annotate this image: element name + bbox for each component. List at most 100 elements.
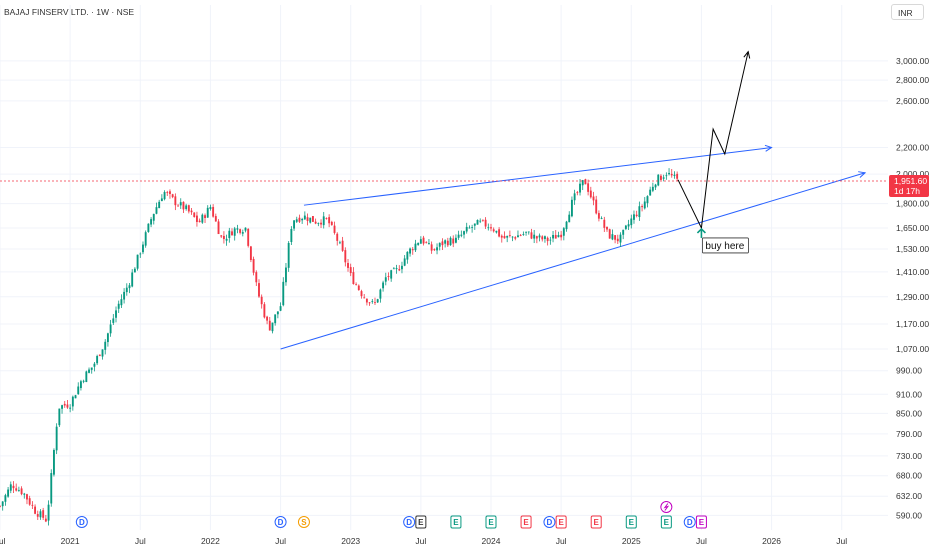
candle-body [152, 213, 155, 221]
candle-body [422, 237, 425, 244]
y-tick-label: 680.00 [896, 471, 922, 481]
candle-body [320, 222, 322, 225]
x-tick-label: Jul [696, 536, 707, 546]
candle-body [589, 190, 592, 198]
earnings-marker-icon [625, 515, 637, 529]
event-marker-label: D [278, 518, 284, 527]
candle-body [428, 243, 430, 245]
candle-body [387, 276, 390, 277]
candle-body [449, 237, 452, 246]
event-marker-label: E [523, 518, 529, 527]
candle-body [495, 230, 498, 233]
candle-body [419, 239, 422, 244]
event-marker-label: E [699, 518, 705, 527]
candle-body [66, 404, 69, 408]
candle-body [55, 426, 58, 451]
candle-body [630, 218, 633, 226]
candle-body [147, 223, 150, 232]
candle-body [336, 233, 339, 241]
candle-body [263, 304, 266, 318]
price-tag-price: 1,951.60 [894, 176, 927, 186]
x-tick-label: 2021 [61, 536, 80, 546]
candle-body [31, 504, 34, 506]
x-tick-label: 2022 [201, 536, 220, 546]
lightning-bolt-icon [663, 503, 670, 511]
dividend-marker-icon [543, 516, 556, 528]
candle-body [268, 320, 271, 331]
chart-title: BAJAJ FINSERV LTD. · 1W · NSE [4, 7, 134, 17]
candle-body [117, 303, 120, 309]
earnings-marker-icon [485, 515, 497, 529]
y-tick-label: 2,600.00 [896, 96, 929, 106]
y-tick-label: 2,800.00 [896, 75, 929, 85]
candle-body [77, 386, 80, 395]
candle-body [322, 216, 325, 226]
candle-body [546, 237, 549, 242]
candle-body [341, 240, 344, 251]
dividend-marker-icon [403, 516, 416, 528]
candle-body [409, 248, 412, 254]
candle-body [106, 333, 109, 343]
candle-body [395, 268, 398, 270]
candle-body [560, 234, 563, 238]
candle-body [214, 216, 217, 222]
candle-body [171, 194, 174, 198]
candle-body [368, 302, 371, 304]
candle-body [4, 495, 7, 502]
candle-body [174, 196, 177, 206]
y-tick-label: 910.00 [896, 389, 922, 399]
earnings-marker-icon [415, 515, 427, 529]
dividend-marker-icon [683, 516, 696, 528]
grid-lines [0, 5, 888, 530]
last-price-tag: 1,951.60 1d 17h [889, 175, 929, 198]
candle-body [508, 235, 511, 236]
candle-body [587, 183, 590, 192]
candle-body [271, 322, 274, 332]
candle-body [638, 206, 641, 218]
x-tick-label: 2024 [482, 536, 501, 546]
event-marker-label: D [79, 518, 85, 527]
event-marker-label: E [558, 518, 564, 527]
candle-body [142, 244, 144, 253]
currency-selector[interactable]: INR [891, 4, 924, 20]
candle-body [649, 189, 652, 196]
y-tick-label: 1,530.00 [896, 244, 929, 254]
candle-body [258, 283, 260, 297]
dividend-marker-icon [274, 516, 287, 528]
projection-arrow [677, 50, 751, 238]
candle-body [244, 227, 247, 231]
candle-body [433, 249, 436, 251]
candle-body [616, 238, 619, 242]
x-axis[interactable]: Jul 2021 Jul 2022 Jul 2023 Jul 2024 Jul 2025 Jul 20… [0, 536, 847, 546]
candle-body [522, 234, 525, 235]
y-axis[interactable]: 3,000.00 2,800.00 2,600.00 2,200.00 2,000.00… [896, 56, 929, 521]
earnings-marker-icon [660, 515, 672, 529]
candle-body [444, 240, 447, 244]
candle-body [662, 177, 665, 179]
candle-body [128, 285, 131, 289]
y-tick-label: 2,200.00 [896, 143, 929, 153]
candle-body [376, 299, 379, 303]
candle-body [309, 217, 312, 223]
candle-body [584, 179, 587, 185]
candle-body [633, 214, 635, 220]
candle-body [452, 238, 455, 244]
candle-body [517, 235, 519, 238]
candle-body [417, 242, 420, 245]
candle-body [239, 229, 242, 233]
candle-body [133, 268, 136, 273]
candle-body [201, 214, 204, 223]
candle-body [541, 236, 544, 240]
candle-body [562, 228, 565, 236]
candle-body [463, 231, 465, 235]
candle-body [311, 216, 314, 222]
candle-body [606, 226, 608, 230]
trendline-arrowhead [858, 171, 867, 178]
buy-here-box [702, 237, 749, 254]
y-tick-label: 790.00 [896, 429, 922, 439]
candle-body [158, 201, 161, 209]
candle-body [198, 220, 201, 223]
candle-body [403, 258, 406, 266]
candle-body [195, 215, 198, 222]
